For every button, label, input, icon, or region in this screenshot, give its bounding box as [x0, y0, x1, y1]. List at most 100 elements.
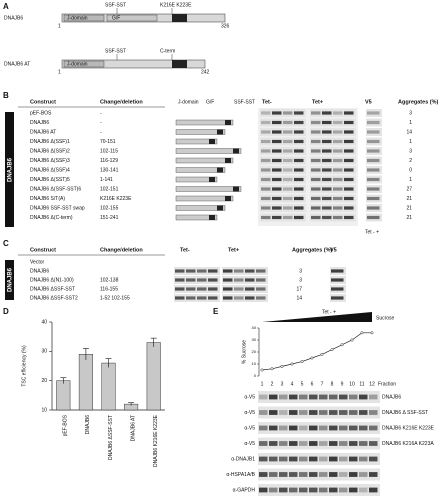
residue-end: 242: [201, 69, 210, 75]
blot-band: [309, 410, 318, 415]
blot-band: [283, 196, 293, 201]
blot-band: [349, 410, 358, 415]
blot-band: [175, 269, 185, 273]
diagram-dark: [217, 205, 223, 211]
construct: DNAJB6 Δ(SSF-SST)6: [30, 186, 81, 192]
construct-name: DNAJB6 AT: [4, 61, 30, 67]
sucrose-point: [350, 338, 354, 342]
y-tick-label: 30: [41, 349, 47, 355]
diagram-bar: [175, 157, 234, 164]
construct-name: DNAJB6: [4, 15, 23, 21]
sucrose-point: [280, 364, 284, 368]
fraction-label: 11: [359, 381, 364, 387]
blot-band: [294, 130, 304, 134]
antibody-label: α-V5: [244, 425, 255, 431]
blot-band: [311, 177, 321, 182]
blot-band: [359, 425, 368, 431]
blot-band: [329, 472, 338, 477]
change: 102-138: [100, 277, 119, 283]
blot-band: [299, 487, 308, 493]
blot-band: [359, 441, 368, 446]
footer: Tet - +: [365, 229, 379, 235]
aggregate-value: 21: [406, 196, 412, 202]
diagram-header: SSF-SST: [234, 99, 255, 105]
blot-band: [294, 196, 304, 201]
panel-label: A: [3, 2, 9, 11]
construct-label: DNAJB6 Δ SSF-SST: [382, 410, 428, 416]
blot-band: [311, 149, 321, 153]
blot: [366, 128, 382, 136]
blot-band: [279, 472, 288, 477]
blot-band: [359, 472, 368, 477]
blot-band: [344, 177, 354, 182]
blot-band: [261, 168, 271, 172]
column-header: Tet+: [312, 99, 323, 105]
blot-band: [186, 278, 196, 282]
blot-band: [333, 187, 343, 191]
blot-band: [299, 456, 308, 462]
blot-band: [329, 487, 338, 493]
diagram-bar: [175, 214, 218, 221]
blot-band: [329, 394, 338, 400]
blot-band: [367, 111, 380, 115]
aggregate-value: 1: [409, 177, 412, 183]
column-header: Change/deletion: [100, 99, 143, 105]
blot: [260, 147, 306, 155]
column-header: Tet-: [180, 247, 190, 253]
column-header: Tet-: [262, 99, 272, 105]
blot-band: [259, 394, 268, 400]
blot: [310, 194, 356, 203]
blot: [258, 437, 380, 450]
blot-band: [186, 269, 196, 273]
aggregate-value: 3: [409, 110, 412, 116]
blot-band: [272, 187, 282, 191]
construct: DNAJB6 ΔSSF-SST2: [30, 295, 78, 301]
blot-band: [309, 487, 318, 493]
blot-band: [186, 287, 196, 291]
diagram-header: G/F: [206, 99, 214, 105]
fraction-label: 2: [271, 381, 274, 387]
blot: [366, 109, 382, 117]
blot-band: [283, 177, 293, 182]
construct: DNAJB6 Δ(SST)5: [30, 177, 70, 183]
blot-band: [367, 177, 380, 182]
blot-band: [223, 287, 233, 291]
blot-band: [197, 278, 207, 282]
blot-band: [245, 287, 255, 291]
blot: [260, 128, 306, 136]
diagram-bar: [175, 148, 242, 154]
blot-band: [322, 139, 332, 144]
blot-band: [319, 410, 328, 415]
blot-band: [261, 206, 271, 210]
blot-band: [369, 472, 378, 477]
blot-band: [261, 158, 271, 163]
blot-band: [234, 296, 244, 300]
sucrose-line: [261, 332, 372, 371]
blot-band: [333, 111, 343, 115]
blot: [260, 166, 306, 174]
blot-band: [319, 394, 328, 400]
construct: DNAJB6 AT: [30, 129, 56, 135]
bar: [78, 354, 93, 411]
blot-band: [283, 158, 293, 163]
blot-band: [349, 441, 358, 446]
y-tick-label: 40: [252, 325, 257, 330]
blot-band: [289, 487, 298, 493]
blot-band: [311, 120, 321, 125]
blot-band: [294, 177, 304, 182]
antibody-label: α-V5: [244, 410, 255, 416]
blot-band: [367, 130, 380, 134]
change: 102-155: [100, 205, 119, 211]
blot-band: [289, 441, 298, 446]
blot-band: [299, 441, 308, 446]
blot-band: [329, 410, 338, 415]
blot: [260, 109, 306, 117]
blot-band: [261, 111, 271, 115]
blot-band: [333, 177, 343, 182]
blot-band: [294, 215, 304, 220]
blot-band: [339, 410, 348, 415]
blot-band: [289, 394, 298, 400]
blot: [260, 137, 306, 146]
blot-band: [261, 215, 271, 220]
blot-band: [329, 441, 338, 446]
